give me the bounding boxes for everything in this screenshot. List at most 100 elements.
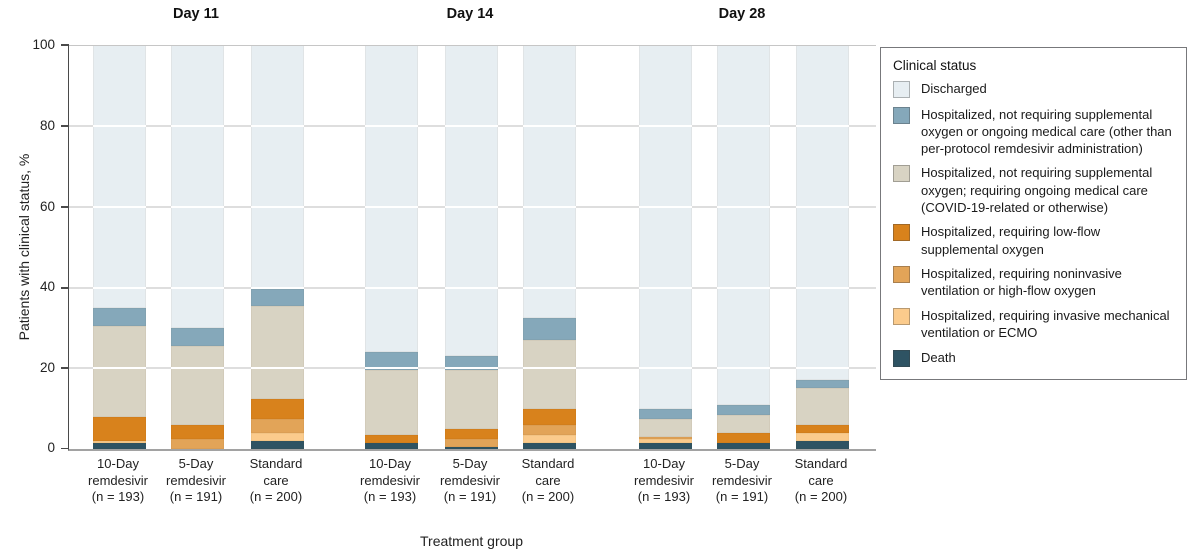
y-tick-label-100: 100 (32, 37, 55, 52)
bar-gridline-cut (171, 125, 224, 127)
bar-gridline-cut (796, 206, 849, 208)
bar-gridline-cut (523, 206, 576, 208)
bar-gridline-cut (717, 287, 770, 289)
bar-segment (251, 398, 304, 419)
bar-gridline-cut (523, 125, 576, 127)
bar-segment (445, 356, 498, 371)
bar-day28-5day (717, 45, 770, 449)
bar-gridline-cut (639, 206, 692, 208)
bar-segment (171, 438, 224, 449)
bar-gridline-cut (796, 367, 849, 369)
bar-segment (639, 436, 692, 439)
bar-segment (365, 434, 418, 443)
bar-gridline-cut (639, 125, 692, 127)
y-tick-label-0: 0 (47, 440, 55, 455)
bar-gridline-cut (717, 367, 770, 369)
bar-segment (445, 370, 498, 429)
bar-segment (639, 408, 692, 419)
bar-segment (639, 45, 692, 409)
bar-segment (796, 380, 849, 389)
bar-segment (171, 346, 224, 425)
bar-day11-10day (93, 45, 146, 449)
bar-gridline-cut (251, 206, 304, 208)
y-tick-60 (61, 206, 69, 208)
bar-gridline-cut (639, 367, 692, 369)
bar-segment (251, 45, 304, 290)
bar-gridline-cut (523, 367, 576, 369)
legend-swatch-discharged (893, 81, 910, 98)
bar-segment (717, 404, 770, 415)
bar-segment (523, 434, 576, 443)
bar-segment (445, 428, 498, 439)
bar-gridline-cut (365, 125, 418, 127)
bar-day14-10day (365, 45, 418, 449)
bar-gridline-cut (251, 287, 304, 289)
bar-segment (93, 440, 146, 443)
y-tick-label-20: 20 (39, 360, 55, 375)
bar-segment (93, 416, 146, 441)
x-label-day28-5day: 5-Day remdesivir (n = 191) (712, 456, 772, 505)
bar-day11-standard (251, 45, 304, 449)
y-tick-100 (61, 44, 69, 46)
y-tick-label-60: 60 (39, 199, 55, 214)
bar-segment (171, 424, 224, 439)
day-label-28: Day 28 (718, 6, 766, 22)
bar-gridline-cut (171, 206, 224, 208)
bar-segment (717, 442, 770, 449)
legend-item-low-flow-oxygen: Hospitalized, requiring low-flow supplem… (893, 223, 1174, 257)
legend-box: Clinical status Discharged Hospitalized,… (880, 47, 1187, 380)
x-label-day28-standard: Standard care (n = 200) (794, 456, 848, 505)
bar-segment (717, 414, 770, 433)
bar-segment (445, 446, 498, 449)
bar-gridline-cut (171, 367, 224, 369)
bar-segment (365, 352, 418, 371)
bar-segment (523, 317, 576, 340)
bar-segment (93, 442, 146, 449)
x-label-day14-5day: 5-Day remdesivir (n = 191) (440, 456, 500, 505)
bar-gridline-cut (523, 287, 576, 289)
bar-gridline-cut (93, 125, 146, 127)
bar-gridline-cut (796, 287, 849, 289)
bar-segment (251, 432, 304, 441)
bar-segment (251, 305, 304, 399)
bar-segment (523, 442, 576, 449)
legend-item-death: Death (893, 349, 1174, 367)
bar-segment (365, 45, 418, 353)
bar-day14-5day (445, 45, 498, 449)
bar-gridline-cut (365, 287, 418, 289)
bar-segment (639, 418, 692, 437)
bar-day28-10day (639, 45, 692, 449)
bar-segment (523, 408, 576, 425)
bar-gridline-cut (445, 125, 498, 127)
y-axis-title-wrap: Patients with clinical status, % (14, 45, 34, 449)
bar-gridline-cut (93, 367, 146, 369)
bar-segment (171, 327, 224, 347)
bar-gridline-cut (93, 206, 146, 208)
y-tick-80 (61, 125, 69, 127)
legend-item-hosp-no-oxygen-no-care: Hospitalized, not requiring supplemental… (893, 106, 1174, 157)
legend-item-hosp-no-oxygen-ongoing-care: Hospitalized, not requiring supplemental… (893, 164, 1174, 215)
legend-swatch-hosp-no-oxygen-no-care (893, 106, 910, 124)
legend-swatch-noninvasive-ventilation (893, 266, 910, 284)
y-tick-0 (61, 447, 69, 449)
y-tick-label-40: 40 (39, 279, 55, 294)
legend-item-noninvasive-ventilation: Hospitalized, requiring noninvasive vent… (893, 265, 1174, 299)
bar-day28-standard (796, 45, 849, 449)
bar-segment (717, 45, 770, 405)
x-label-day14-10day: 10-Day remdesivir (n = 193) (360, 456, 420, 505)
bar-segment (365, 370, 418, 435)
bar-gridline-cut (445, 287, 498, 289)
bar-gridline-cut (796, 125, 849, 127)
day-label-14: Day 14 (446, 6, 494, 22)
bar-segment (523, 339, 576, 409)
bar-segment (251, 289, 304, 306)
y-tick-40 (61, 287, 69, 289)
bar-gridline-cut (171, 287, 224, 289)
gridline-100 (69, 44, 876, 46)
bar-segment (93, 307, 146, 326)
bar-segment (796, 424, 849, 433)
legend-swatch-hosp-no-oxygen-ongoing-care (893, 165, 910, 183)
legend-item-invasive-ventilation-ecmo: Hospitalized, requiring invasive mechani… (893, 307, 1174, 341)
bar-gridline-cut (365, 206, 418, 208)
y-tick-20 (61, 367, 69, 369)
